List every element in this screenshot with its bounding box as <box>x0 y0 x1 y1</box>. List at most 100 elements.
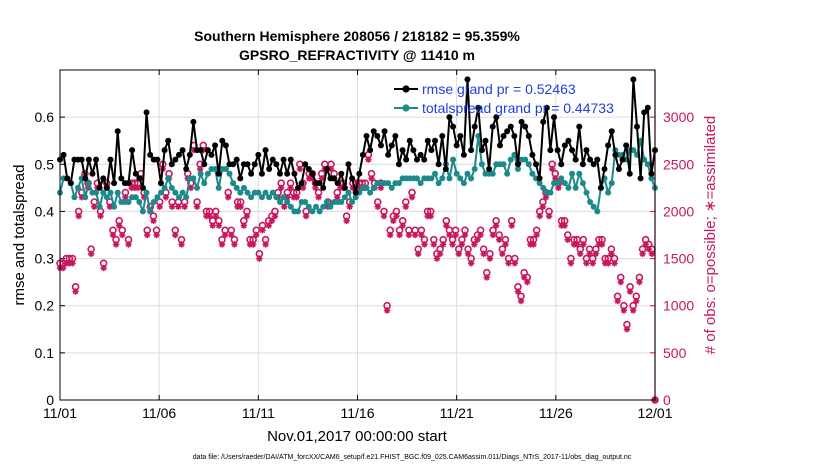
totalspread-point <box>248 194 255 201</box>
totalspread-point <box>327 203 334 210</box>
y-left-tick-label: 0 <box>46 392 54 408</box>
y-right-tick-label: 500 <box>663 345 687 361</box>
obs-assimilated-point <box>237 203 244 210</box>
totalspread-point <box>414 175 420 182</box>
y-right-tick-label: 3000 <box>663 109 694 125</box>
obs-assimilated-point <box>433 255 441 262</box>
obs-assimilated-point <box>399 222 406 229</box>
rmse-point <box>403 156 410 163</box>
obs-assimilated-point <box>380 212 388 220</box>
rmse-point <box>619 156 626 163</box>
rmse-point <box>514 161 521 168</box>
rmse-point <box>244 161 251 168</box>
obs-assimilated-point <box>277 184 285 192</box>
obs-assimilated-point <box>256 255 263 262</box>
rmse-point <box>464 76 471 83</box>
rmse-point <box>543 104 550 111</box>
rmse-point <box>341 184 348 191</box>
rmse-point <box>381 128 388 135</box>
obs-assimilated-point <box>455 250 462 258</box>
totalspread-point <box>435 180 442 187</box>
obs-assimilated-point <box>577 250 584 258</box>
obs-assimilated-point <box>365 156 372 163</box>
rmse-point <box>572 156 579 163</box>
totalspread-point <box>460 180 467 187</box>
rmse-point <box>82 175 89 182</box>
totalspread-point <box>529 170 536 177</box>
rmse-point <box>85 156 92 163</box>
obs-assimilated-point <box>636 278 643 286</box>
rmse-point <box>96 184 103 191</box>
totalspread-point <box>587 199 594 205</box>
obs-assimilated-point <box>539 203 547 210</box>
x-axis-label: Nov.01,2017 00:00:00 start <box>267 428 448 445</box>
rmse-point <box>367 147 374 154</box>
obs-assimilated-point <box>115 222 123 229</box>
obs-assimilated-point <box>346 203 353 210</box>
totalspread-point <box>258 194 265 201</box>
totalspread-point <box>233 184 240 191</box>
y-left-tick-label: 0.4 <box>35 203 55 219</box>
obs-assimilated-point <box>474 236 481 243</box>
chart-title-line1: Southern Hemisphere 208056 / 218182 = 95… <box>194 28 520 44</box>
totalspread-point <box>363 184 370 191</box>
y-left-tick-label: 0.6 <box>35 109 55 125</box>
obs-assimilated-point <box>452 231 459 239</box>
rmse-point <box>363 133 370 139</box>
obs-assimilated-point <box>100 264 107 272</box>
rmse-point <box>157 180 164 187</box>
data-file-footnote: data file: /Users/raeder/DAI/ATM_forcXX/… <box>193 454 632 461</box>
totalspread-point <box>605 189 612 196</box>
totalspread-point <box>370 184 377 191</box>
rmse-point <box>601 166 608 172</box>
obs-assimilated-point <box>583 260 590 267</box>
obs-assimilated-point <box>318 175 325 182</box>
totalspread-point <box>154 194 161 201</box>
obs-assimilated-point <box>225 194 232 201</box>
rmse-point <box>359 151 366 158</box>
obs-assimilated-point <box>249 241 257 248</box>
rmse-point <box>648 170 655 177</box>
obs-assimilated-point <box>402 203 409 210</box>
rmse-point <box>471 123 478 130</box>
rmse-point <box>78 156 85 163</box>
obs-assimilated-point <box>586 250 593 258</box>
x-tick-label: 11/01 <box>43 405 77 421</box>
obs-assimilated-point <box>536 212 543 220</box>
rmse-point <box>154 156 161 163</box>
totalspread-point <box>320 203 327 210</box>
obs-assimilated-point <box>259 227 266 234</box>
rmse-point <box>215 170 222 177</box>
rmse-point <box>172 156 179 163</box>
obs-assimilated-point <box>387 231 394 239</box>
rmse-point <box>280 156 287 163</box>
obs-assimilated-point <box>112 241 120 248</box>
totalspread-point <box>561 180 568 187</box>
totalspread-point <box>352 194 359 201</box>
obs-assimilated-point <box>411 231 419 239</box>
obs-assimilated-point <box>496 236 503 243</box>
obs-assimilated-point <box>221 231 229 239</box>
obs-assimilated-point <box>533 231 540 239</box>
rmse-point <box>103 184 110 191</box>
totalspread-point <box>540 184 547 191</box>
totalspread-point <box>457 175 464 182</box>
rmse-point <box>107 156 114 163</box>
obs-assimilated-point <box>480 250 487 258</box>
rmse-point <box>309 170 316 177</box>
obs-assimilated-point <box>468 260 475 267</box>
rmse-point <box>641 109 648 116</box>
rmse-point <box>89 170 96 177</box>
rmse-point <box>605 142 612 149</box>
rmse-point <box>623 142 630 149</box>
rmse-point <box>529 151 536 158</box>
totalspread-point <box>313 203 320 210</box>
obs-assimilated-point <box>405 231 413 239</box>
totalspread-point <box>157 189 164 196</box>
obs-assimilated-point <box>486 255 494 262</box>
rmse-point <box>637 175 644 182</box>
rmse-point <box>518 118 525 125</box>
obs-assimilated-point <box>368 175 375 182</box>
obs-assimilated-point <box>639 250 646 258</box>
obs-assimilated-point <box>567 260 575 267</box>
